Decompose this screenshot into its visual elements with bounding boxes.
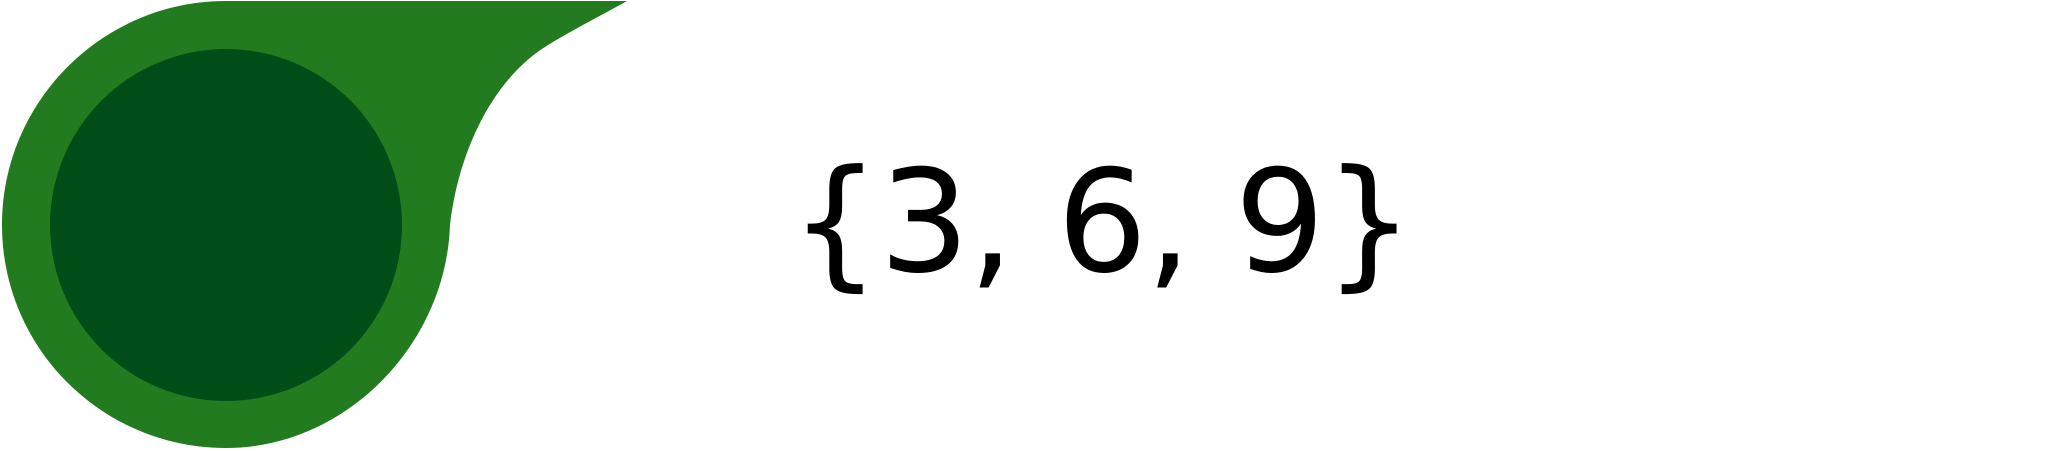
set-expression: {3, 6, 9}	[790, 140, 1414, 305]
badge-inner-circle	[50, 49, 402, 401]
